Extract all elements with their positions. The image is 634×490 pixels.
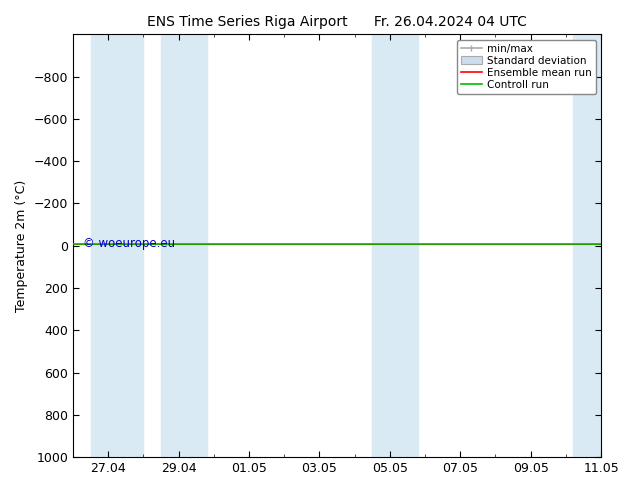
Bar bbox=[91, 34, 143, 457]
Bar bbox=[161, 34, 207, 457]
Title: ENS Time Series Riga Airport      Fr. 26.04.2024 04 UTC: ENS Time Series Riga Airport Fr. 26.04.2… bbox=[147, 15, 527, 29]
Text: © woeurope.eu: © woeurope.eu bbox=[84, 237, 176, 250]
Legend: min/max, Standard deviation, Ensemble mean run, Controll run: min/max, Standard deviation, Ensemble me… bbox=[456, 40, 596, 94]
Bar bbox=[573, 34, 601, 457]
Bar bbox=[372, 34, 418, 457]
Y-axis label: Temperature 2m (°C): Temperature 2m (°C) bbox=[15, 180, 28, 312]
